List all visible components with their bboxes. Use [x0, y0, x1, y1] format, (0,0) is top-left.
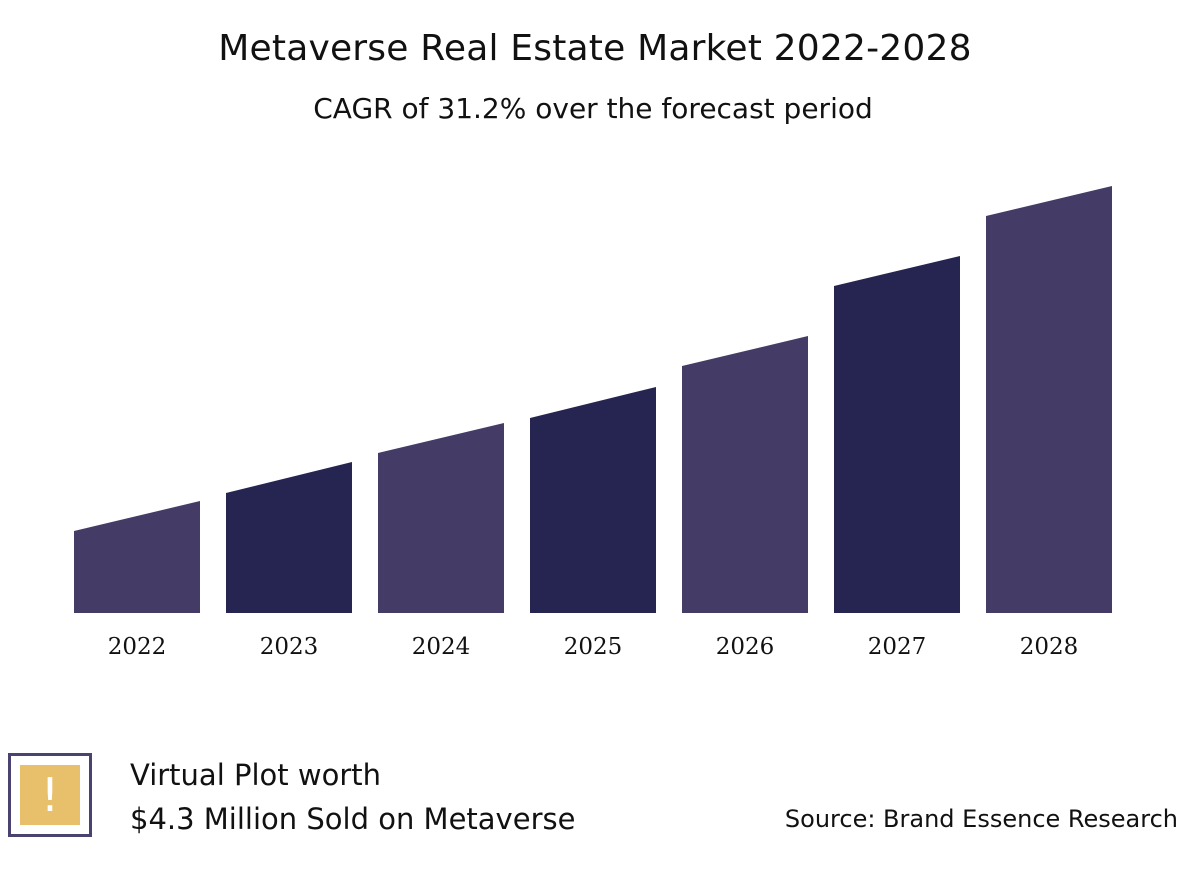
x-axis-tick-labels: 2022 2023 2024 2025 2026 2027 2028	[108, 634, 1079, 660]
bar-chart: 2022 2023 2024 2025 2026 2027 2028	[74, 186, 1112, 660]
bar-2024	[378, 423, 504, 613]
x-tick-label-2027: 2027	[868, 634, 927, 660]
callout-text-line1: Virtual Plot worth	[130, 758, 381, 792]
bar-2022	[74, 501, 200, 613]
chart-subtitle: CAGR of 31.2% over the forecast period	[313, 92, 873, 125]
x-tick-label-2026: 2026	[716, 634, 775, 660]
exclamation-icon: !	[20, 765, 80, 825]
callout-box: !	[8, 753, 92, 837]
x-tick-label-2022: 2022	[108, 634, 167, 660]
bar-2028	[986, 186, 1112, 613]
bar-2025	[530, 387, 656, 613]
bar-2023	[226, 462, 352, 613]
x-tick-label-2023: 2023	[260, 634, 319, 660]
x-tick-label-2024: 2024	[412, 634, 471, 660]
source-credit: Source: Brand Essence Research	[784, 805, 1178, 833]
chart-title: Metaverse Real Estate Market 2022-2028	[218, 28, 972, 69]
bar-2027	[834, 256, 960, 613]
x-tick-label-2028: 2028	[1020, 634, 1079, 660]
bar-2026	[682, 336, 808, 613]
x-tick-label-2025: 2025	[564, 634, 623, 660]
callout-text-line2: $4.3 Million Sold on Metaverse	[130, 802, 576, 836]
bars-group	[74, 186, 1112, 613]
